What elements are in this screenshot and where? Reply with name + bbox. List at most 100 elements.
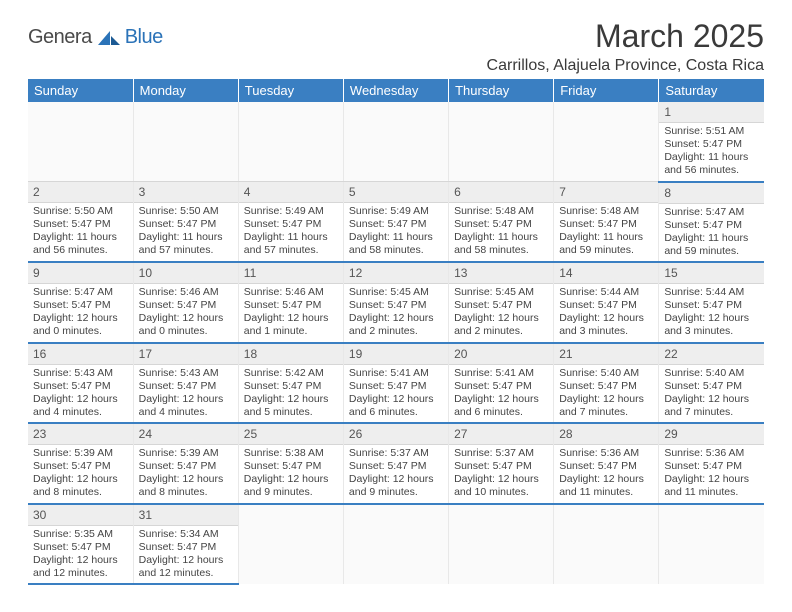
daylight-line: Daylight: 12 hours and 3 minutes. bbox=[559, 312, 653, 338]
day-info: Sunrise: 5:37 AMSunset: 5:47 PMDaylight:… bbox=[344, 445, 448, 503]
day-info: Sunrise: 5:43 AMSunset: 5:47 PMDaylight:… bbox=[134, 365, 238, 423]
calendar-cell: 28Sunrise: 5:36 AMSunset: 5:47 PMDayligh… bbox=[554, 423, 659, 504]
sunset-line: Sunset: 5:47 PM bbox=[559, 218, 653, 231]
daylight-line: Daylight: 12 hours and 0 minutes. bbox=[139, 312, 233, 338]
day-number: 11 bbox=[244, 266, 256, 280]
day-info: Sunrise: 5:37 AMSunset: 5:47 PMDaylight:… bbox=[449, 445, 553, 503]
day-number: 26 bbox=[349, 427, 362, 441]
calendar-row: 16Sunrise: 5:43 AMSunset: 5:47 PMDayligh… bbox=[28, 343, 764, 424]
sunrise-line: Sunrise: 5:43 AM bbox=[139, 367, 233, 380]
calendar-cell: 20Sunrise: 5:41 AMSunset: 5:47 PMDayligh… bbox=[449, 343, 554, 424]
daylight-line: Daylight: 12 hours and 4 minutes. bbox=[139, 393, 233, 419]
day-number-row: 18 bbox=[239, 344, 343, 365]
day-info: Sunrise: 5:49 AMSunset: 5:47 PMDaylight:… bbox=[239, 203, 343, 261]
daylight-line: Daylight: 12 hours and 4 minutes. bbox=[33, 393, 128, 419]
sunset-line: Sunset: 5:47 PM bbox=[244, 218, 338, 231]
calendar-row: 9Sunrise: 5:47 AMSunset: 5:47 PMDaylight… bbox=[28, 262, 764, 343]
calendar-cell bbox=[238, 102, 343, 182]
day-number: 5 bbox=[349, 185, 356, 199]
day-number-row: 12 bbox=[344, 263, 448, 284]
calendar-cell: 12Sunrise: 5:45 AMSunset: 5:47 PMDayligh… bbox=[343, 262, 448, 343]
daylight-line: Daylight: 11 hours and 59 minutes. bbox=[559, 231, 653, 257]
day-number-row: 17 bbox=[134, 344, 238, 365]
day-number-row: 21 bbox=[554, 344, 658, 365]
day-number-row: 30 bbox=[28, 505, 133, 526]
calendar-cell bbox=[238, 504, 343, 585]
sunset-line: Sunset: 5:47 PM bbox=[33, 541, 128, 554]
calendar-cell: 3Sunrise: 5:50 AMSunset: 5:47 PMDaylight… bbox=[133, 182, 238, 263]
day-number: 15 bbox=[664, 266, 677, 280]
day-number: 21 bbox=[559, 347, 572, 361]
day-number: 31 bbox=[139, 508, 152, 522]
daylight-line: Daylight: 12 hours and 9 minutes. bbox=[349, 473, 443, 499]
daylight-line: Daylight: 12 hours and 12 minutes. bbox=[139, 554, 233, 580]
sunset-line: Sunset: 5:47 PM bbox=[454, 460, 548, 473]
page-title: March 2025 bbox=[487, 18, 764, 55]
day-number-row: 13 bbox=[449, 263, 553, 284]
day-number-row: 19 bbox=[344, 344, 448, 365]
day-info: Sunrise: 5:38 AMSunset: 5:47 PMDaylight:… bbox=[239, 445, 343, 503]
sunset-line: Sunset: 5:47 PM bbox=[33, 218, 128, 231]
sunrise-line: Sunrise: 5:39 AM bbox=[139, 447, 233, 460]
sunset-line: Sunset: 5:47 PM bbox=[139, 380, 233, 393]
weekday-header: Monday bbox=[133, 79, 238, 102]
calendar-cell: 15Sunrise: 5:44 AMSunset: 5:47 PMDayligh… bbox=[659, 262, 764, 343]
day-number: 23 bbox=[33, 427, 46, 441]
calendar-cell bbox=[449, 504, 554, 585]
day-number-row: 22 bbox=[659, 344, 764, 365]
daylight-line: Daylight: 12 hours and 11 minutes. bbox=[664, 473, 759, 499]
weekday-header: Wednesday bbox=[343, 79, 448, 102]
sunset-line: Sunset: 5:47 PM bbox=[664, 138, 759, 151]
calendar-cell: 2Sunrise: 5:50 AMSunset: 5:47 PMDaylight… bbox=[28, 182, 133, 263]
daylight-line: Daylight: 12 hours and 12 minutes. bbox=[33, 554, 128, 580]
day-number-row: 11 bbox=[239, 263, 343, 284]
daylight-line: Daylight: 12 hours and 8 minutes. bbox=[33, 473, 128, 499]
sunrise-line: Sunrise: 5:37 AM bbox=[349, 447, 443, 460]
daylight-line: Daylight: 12 hours and 10 minutes. bbox=[454, 473, 548, 499]
daylight-line: Daylight: 12 hours and 0 minutes. bbox=[33, 312, 128, 338]
day-number-row: 26 bbox=[344, 424, 448, 445]
day-info: Sunrise: 5:40 AMSunset: 5:47 PMDaylight:… bbox=[659, 365, 764, 423]
sunrise-line: Sunrise: 5:46 AM bbox=[139, 286, 233, 299]
sunset-line: Sunset: 5:47 PM bbox=[559, 380, 653, 393]
calendar-cell: 13Sunrise: 5:45 AMSunset: 5:47 PMDayligh… bbox=[449, 262, 554, 343]
day-number-row: 4 bbox=[239, 182, 343, 203]
day-number: 17 bbox=[139, 347, 152, 361]
sunrise-line: Sunrise: 5:51 AM bbox=[664, 125, 759, 138]
weekday-header: Sunday bbox=[28, 79, 133, 102]
day-number: 28 bbox=[559, 427, 572, 441]
weekday-header: Thursday bbox=[449, 79, 554, 102]
calendar-cell: 18Sunrise: 5:42 AMSunset: 5:47 PMDayligh… bbox=[238, 343, 343, 424]
sunrise-line: Sunrise: 5:47 AM bbox=[664, 206, 759, 219]
calendar-cell: 23Sunrise: 5:39 AMSunset: 5:47 PMDayligh… bbox=[28, 423, 133, 504]
day-info: Sunrise: 5:41 AMSunset: 5:47 PMDaylight:… bbox=[449, 365, 553, 423]
day-info: Sunrise: 5:42 AMSunset: 5:47 PMDaylight:… bbox=[239, 365, 343, 423]
sunset-line: Sunset: 5:47 PM bbox=[454, 299, 548, 312]
sunrise-line: Sunrise: 5:38 AM bbox=[244, 447, 338, 460]
calendar-cell bbox=[343, 504, 448, 585]
sunrise-line: Sunrise: 5:47 AM bbox=[33, 286, 128, 299]
day-info: Sunrise: 5:39 AMSunset: 5:47 PMDaylight:… bbox=[134, 445, 238, 503]
day-info: Sunrise: 5:40 AMSunset: 5:47 PMDaylight:… bbox=[554, 365, 658, 423]
day-number: 10 bbox=[139, 266, 152, 280]
sunrise-line: Sunrise: 5:50 AM bbox=[33, 205, 128, 218]
calendar-row: 1Sunrise: 5:51 AMSunset: 5:47 PMDaylight… bbox=[28, 102, 764, 182]
calendar-cell bbox=[554, 102, 659, 182]
day-number-row: 24 bbox=[134, 424, 238, 445]
day-info: Sunrise: 5:49 AMSunset: 5:47 PMDaylight:… bbox=[344, 203, 448, 261]
day-number-row: 5 bbox=[344, 182, 448, 203]
sunset-line: Sunset: 5:47 PM bbox=[664, 380, 759, 393]
day-number: 16 bbox=[33, 347, 46, 361]
day-number-row: 28 bbox=[554, 424, 658, 445]
day-info: Sunrise: 5:36 AMSunset: 5:47 PMDaylight:… bbox=[659, 445, 764, 503]
day-info: Sunrise: 5:34 AMSunset: 5:47 PMDaylight:… bbox=[134, 526, 238, 584]
sunset-line: Sunset: 5:47 PM bbox=[244, 380, 338, 393]
calendar-cell: 27Sunrise: 5:37 AMSunset: 5:47 PMDayligh… bbox=[449, 423, 554, 504]
sunrise-line: Sunrise: 5:41 AM bbox=[454, 367, 548, 380]
calendar-cell: 31 Sunrise: 5:34 AMSunset: 5:47 PMDayligh… bbox=[133, 504, 238, 585]
day-number: 30 bbox=[33, 508, 46, 522]
sunset-line: Sunset: 5:47 PM bbox=[139, 460, 233, 473]
sunrise-line: Sunrise: 5:36 AM bbox=[664, 447, 759, 460]
weekday-header: Saturday bbox=[659, 79, 764, 102]
day-number-row: 23 bbox=[28, 424, 133, 445]
